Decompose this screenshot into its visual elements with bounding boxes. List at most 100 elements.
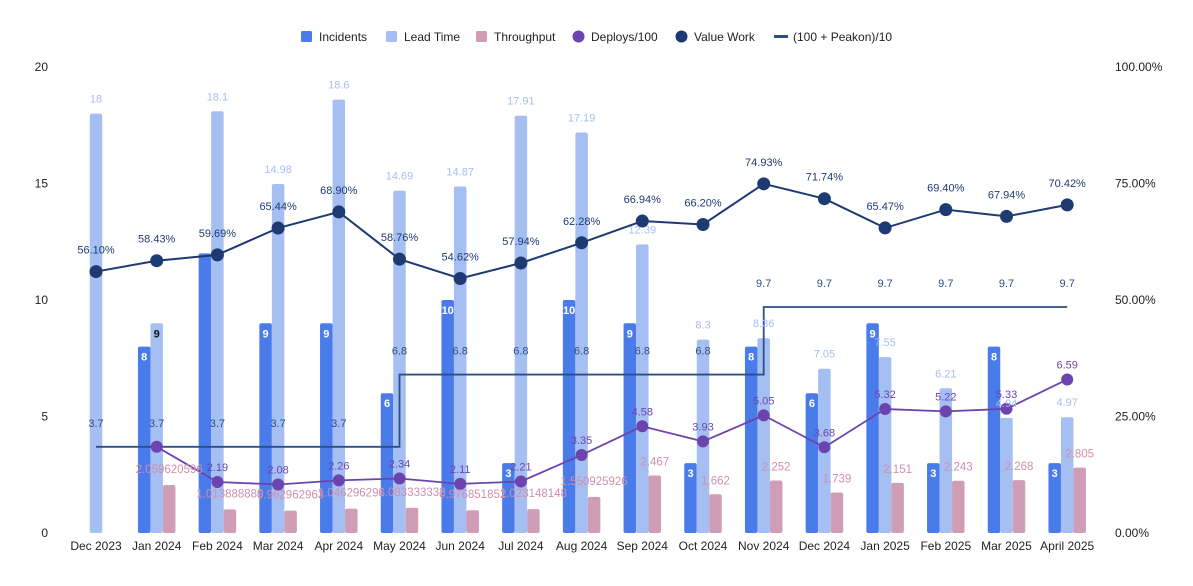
peakon-data-label: 3.7 (331, 418, 346, 430)
deploys-data-label: 3.93 (692, 421, 713, 433)
bar (1012, 480, 1026, 533)
bar (684, 463, 697, 533)
value-work-data-label: 57.94% (502, 236, 540, 248)
bar (514, 115, 528, 534)
legend-label: Incidents (319, 30, 367, 44)
deploys-point (272, 478, 285, 491)
peakon-data-label: 3.7 (88, 418, 103, 430)
lead-time-data-label: 7.05 (814, 349, 835, 361)
deploys-point (1061, 373, 1074, 386)
lines (89, 177, 1074, 491)
throughput-data-label: 2.268 (1005, 461, 1034, 473)
incidents-data-label: 9 (263, 328, 269, 340)
value-work-point (514, 256, 528, 270)
value-work-data-label: 59.69% (199, 228, 237, 240)
lead-time-data-label: 14.87 (446, 167, 474, 179)
value-work-point (939, 203, 953, 217)
bar (952, 480, 965, 533)
throughput-data-label: 1.662 (701, 475, 730, 487)
bar (1073, 467, 1086, 533)
deploys-data-label: 2.21 (510, 462, 531, 474)
legend-label: (100 + Peakon)/10 (793, 30, 892, 44)
peakon-data-label: 6.8 (513, 346, 528, 358)
peakon-data-label: 6.8 (392, 346, 407, 358)
legend-swatch (386, 31, 397, 42)
throughput-data-label: 0.976851852 (439, 489, 506, 501)
deploys-data-label: 2.11 (450, 464, 471, 476)
legend-item: Incidents (301, 30, 367, 44)
bar (1048, 463, 1061, 533)
deploys-point (939, 405, 952, 418)
x-tick-label: Aug 2024 (556, 539, 608, 553)
bar (89, 113, 103, 533)
incidents-data-label: 3 (505, 468, 511, 480)
bar (1000, 417, 1013, 533)
lead-time-data-label: 14.69 (386, 171, 414, 183)
value-work-data-label: 68.90% (320, 185, 358, 197)
bar (744, 346, 758, 533)
lead-time-data-label: 18.6 (328, 80, 349, 92)
bar (345, 508, 358, 533)
bar (259, 323, 272, 533)
lead-time-data-label: 7.55 (874, 337, 895, 349)
value-work-point (89, 265, 103, 279)
y-tick-label: 10 (35, 293, 49, 307)
lead-time-data-label: 9 (154, 328, 160, 340)
incidents-data-label: 10 (442, 305, 454, 317)
value-work-data-label: 70.42% (1049, 178, 1087, 190)
bar (987, 346, 1001, 533)
lead-time-data-label: 8.36 (753, 318, 774, 330)
value-work-data-label: 58.43% (138, 234, 176, 246)
deploys-point (575, 448, 588, 461)
incidents-data-label: 9 (323, 328, 329, 340)
value-work-point (817, 192, 831, 206)
throughput-data-label: 1.023148148 (500, 488, 567, 500)
bar (927, 463, 940, 533)
throughput-data-label: 1.013888889 (196, 488, 263, 500)
y2-tick-label: 75.00% (1115, 177, 1156, 191)
lead-time-data-label: 8.3 (695, 320, 710, 332)
bar (137, 346, 151, 533)
peakon-data-label: 3.7 (149, 418, 164, 430)
lead-time-data-label: 18.1 (207, 91, 228, 103)
y-tick-label: 5 (41, 410, 48, 424)
incidents-data-label: 8 (991, 352, 997, 364)
x-tick-label: Feb 2025 (920, 539, 971, 553)
deploys-point (514, 475, 527, 488)
incidents-data-label: 3 (687, 468, 693, 480)
value-work-point (271, 221, 285, 235)
axes: 0 5 10 15 20 0.00% 25.00% 50.00% 75.00% 100.00% De… (35, 60, 1163, 553)
value-work-point (757, 177, 771, 191)
lead-time-data-label: 17.91 (507, 96, 535, 108)
x-tick-label: May 2024 (373, 539, 426, 553)
value-work-data-label: 69.40% (927, 183, 965, 195)
legend-label: Lead Time (404, 30, 460, 44)
throughput-data-label: 2.243 (944, 462, 973, 474)
peakon-data-label: 9.7 (756, 278, 771, 290)
incidents-data-label: 3 (930, 468, 936, 480)
bar (527, 509, 540, 533)
value-work-data-label: 66.94% (624, 194, 662, 206)
throughput-data-label: 2.252 (762, 462, 791, 474)
legend-item: Throughput (476, 30, 556, 44)
deploys-point (211, 475, 224, 488)
deploys-data-label: 5.32 (874, 389, 895, 401)
legend-label: Throughput (494, 30, 556, 44)
bar (150, 323, 163, 533)
value-work-data-label: 67.94% (988, 189, 1026, 201)
x-tick-label: Dec 2023 (70, 539, 122, 553)
lead-time-data-label: 12.39 (629, 224, 657, 236)
deploys-data-label: 2.08 (267, 465, 288, 477)
value-work-data-label: 54.62% (442, 251, 480, 263)
bar (709, 494, 722, 533)
legend-label: Value Work (694, 30, 756, 44)
deploys-point (636, 420, 649, 433)
deploys-point (332, 474, 345, 487)
peakon-data-label: 9.7 (817, 278, 832, 290)
lead-time-data-label: 18 (90, 94, 102, 106)
value-work-point (210, 248, 224, 262)
deploys-point (1000, 402, 1013, 415)
bar (405, 507, 419, 533)
